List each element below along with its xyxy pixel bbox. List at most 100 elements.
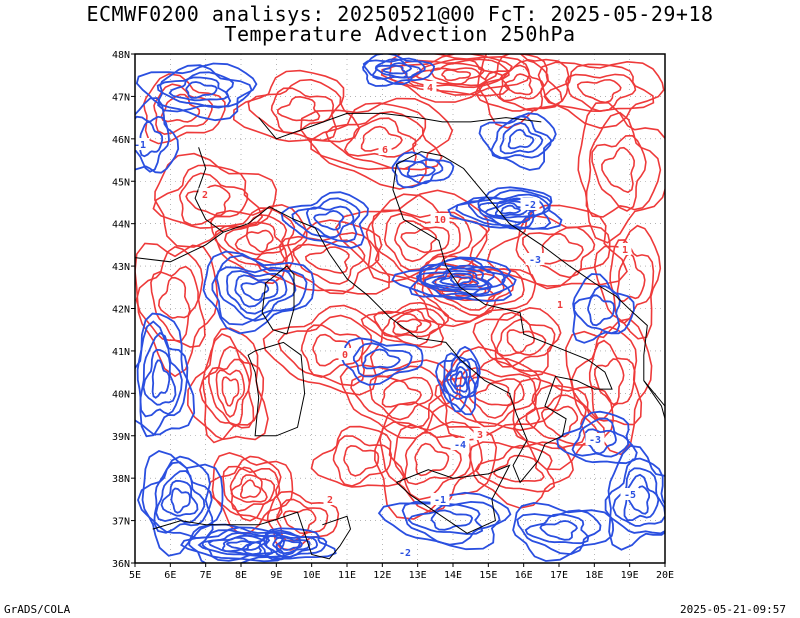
contour-line [178, 172, 249, 227]
contour-line [155, 470, 206, 524]
contour-line [199, 345, 255, 429]
contour-line [524, 513, 590, 545]
contour-label: -5 [624, 490, 636, 501]
contour-line [571, 417, 630, 458]
contour-line [484, 59, 549, 112]
contour-line [225, 540, 253, 551]
contour-line [539, 520, 578, 541]
contour-line [395, 158, 444, 185]
contour-label-box [423, 81, 437, 93]
contour-line [202, 250, 315, 335]
contour-line [362, 57, 426, 86]
contour-line [414, 442, 450, 477]
contour-line [207, 534, 266, 556]
contour-line [265, 534, 319, 558]
contour-label-box [323, 493, 337, 505]
coastline [258, 112, 542, 140]
contour-line [490, 311, 556, 368]
contour-line [435, 345, 481, 416]
contour-label-box [338, 348, 352, 360]
contour-line [537, 60, 665, 129]
tick-label-lat: 42N [112, 305, 130, 316]
contour-line [185, 81, 218, 99]
contour-line [310, 102, 443, 171]
contour-line [280, 191, 369, 249]
contour-line [455, 189, 553, 230]
contour-line [588, 339, 636, 420]
footer-timestamp: 2025-05-21-09:57 [680, 603, 786, 616]
contour-line [272, 536, 311, 555]
tick-label-lon: 9E [270, 570, 282, 581]
contour-line [277, 314, 373, 387]
contour-line [222, 465, 281, 522]
contour-line [391, 256, 513, 303]
contour-line [486, 204, 628, 287]
contour-line [495, 318, 547, 357]
tick-label-lat: 45N [112, 177, 130, 188]
contour-line [211, 254, 308, 326]
tick-label-lon: 18E [585, 570, 603, 581]
contour-line [499, 64, 545, 102]
contour-label: -2 [399, 548, 411, 559]
contour-label-box [430, 213, 450, 225]
contour-line [394, 219, 450, 263]
contour-line [202, 333, 265, 444]
tick-label-lon: 20E [656, 570, 674, 581]
contour-line [379, 420, 483, 513]
contour-line [493, 454, 545, 483]
contour-line [434, 357, 542, 432]
tick-label-lon: 19E [621, 570, 639, 581]
contour-line [300, 97, 454, 190]
tick-label-lat: 48N [112, 50, 130, 61]
contour-label: 0 [342, 350, 348, 361]
contour-line [593, 358, 625, 406]
contour-line [401, 500, 501, 546]
contour-line [142, 73, 226, 145]
contour-line [135, 115, 170, 173]
contour-line [223, 214, 288, 265]
contour-line [300, 324, 365, 378]
contour-label: 2 [202, 190, 208, 201]
contour-line [377, 491, 512, 551]
tick-label-lat: 41N [112, 347, 130, 358]
tick-label-lon: 5E [129, 570, 141, 581]
contour-line [400, 227, 438, 254]
coastline [135, 231, 224, 263]
contour-line [576, 78, 622, 104]
contour-line [565, 73, 637, 112]
coastline [396, 464, 511, 534]
contour-line [587, 294, 616, 327]
contour-line [478, 112, 557, 171]
contour-line [431, 269, 487, 289]
tick-label-lat: 38N [112, 474, 130, 485]
contour-line [503, 73, 533, 96]
contour-line [160, 479, 199, 517]
tick-label-lat: 37N [112, 517, 130, 528]
contour-line [230, 474, 268, 503]
contour-line [374, 62, 413, 79]
contour-line [234, 221, 285, 256]
contour-label-box [198, 188, 212, 200]
contour-label-box [395, 546, 415, 558]
tick-label-lat: 44N [112, 220, 130, 231]
contour-line [151, 359, 171, 399]
contour-line [270, 87, 335, 135]
contour-line [577, 101, 665, 244]
tick-label-lon: 12E [373, 570, 391, 581]
coastline [223, 151, 613, 484]
contour-line [585, 111, 662, 218]
contour-line [332, 435, 393, 487]
contour-line [186, 327, 269, 441]
contour-line [593, 224, 662, 340]
contour-line [142, 348, 177, 406]
contour-label: -2 [524, 200, 536, 211]
contour-line [439, 272, 480, 287]
tick-label-lat: 39N [112, 432, 130, 443]
contour-line [543, 63, 655, 113]
contour-line [225, 270, 288, 315]
tick-label-lon: 14E [444, 570, 462, 581]
contour-line [407, 58, 504, 89]
contour-line [339, 359, 458, 440]
contour-line [136, 320, 189, 438]
coastline [442, 155, 665, 407]
